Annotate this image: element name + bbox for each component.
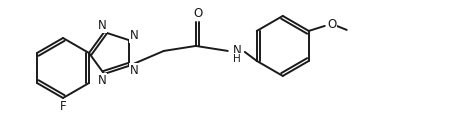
- Text: N: N: [130, 63, 139, 77]
- Text: H: H: [233, 54, 241, 64]
- Text: F: F: [60, 100, 66, 113]
- Text: N: N: [130, 29, 139, 43]
- Text: N: N: [98, 74, 106, 87]
- Text: O: O: [193, 7, 202, 20]
- Text: N: N: [98, 19, 106, 32]
- Text: O: O: [327, 18, 336, 31]
- Text: N: N: [233, 44, 241, 57]
